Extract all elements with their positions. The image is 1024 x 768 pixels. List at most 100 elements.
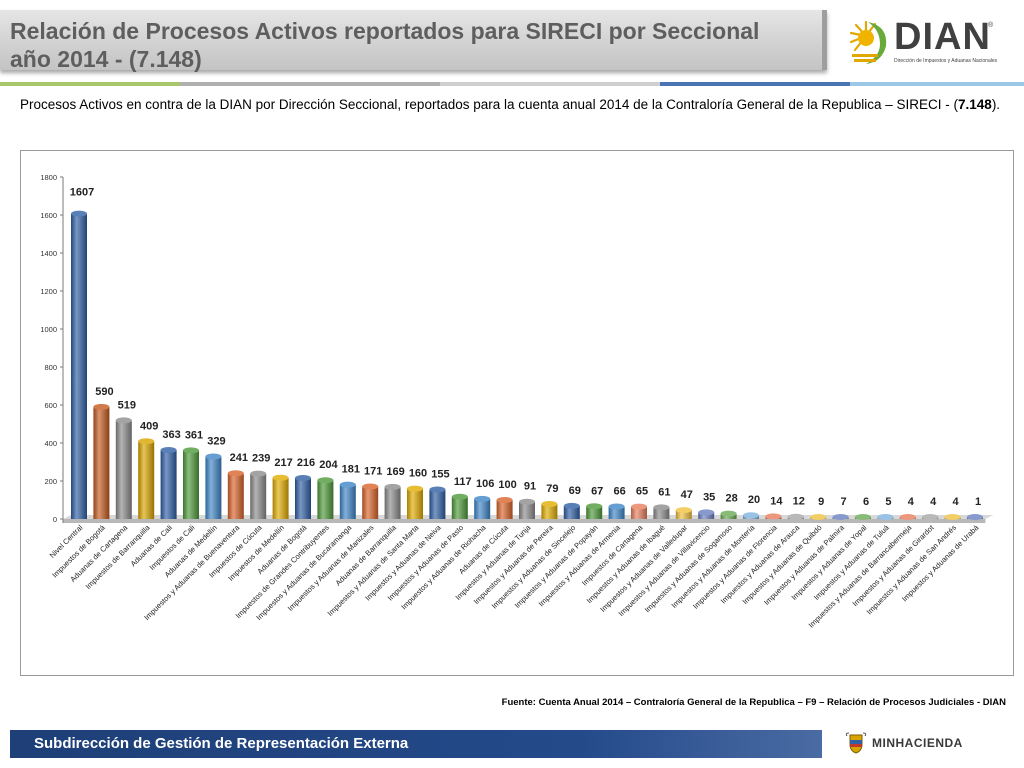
data-label: 4: [953, 496, 960, 508]
data-label: 181: [342, 464, 360, 476]
bar: [384, 486, 401, 519]
bar-cap: [272, 474, 289, 481]
data-label: 217: [274, 457, 292, 469]
minhacienda-text: MINHACIENDA: [872, 736, 963, 750]
bar-cap: [205, 453, 222, 460]
data-label: 171: [364, 466, 382, 478]
y-tick-label: 400: [44, 439, 57, 448]
bar: [608, 506, 625, 519]
y-tick-label: 1400: [40, 249, 57, 258]
bar: [429, 489, 446, 519]
bar-cap: [675, 507, 692, 514]
data-label: 12: [793, 496, 805, 508]
data-label: 1: [975, 496, 981, 508]
bar: [295, 477, 311, 519]
bar: [407, 488, 423, 519]
y-tick-label: 1000: [40, 325, 57, 334]
bar-cap: [138, 438, 155, 445]
data-label: 160: [409, 468, 427, 480]
bar-cap: [787, 513, 804, 520]
data-label: 363: [162, 429, 180, 441]
bar-cap: [384, 483, 401, 490]
description-text: Procesos Activos en contra de la DIAN po…: [20, 96, 1004, 114]
bar-chart: 0200400600800100012001400160018001607Niv…: [40, 173, 994, 630]
data-label: 28: [725, 493, 737, 505]
data-label: 155: [431, 469, 449, 481]
bar-cap: [922, 514, 939, 520]
bar-cap: [586, 503, 603, 510]
logo-registered-mark: ®: [988, 22, 994, 29]
bar: [183, 450, 199, 519]
data-label: 5: [885, 496, 891, 508]
data-label: 66: [613, 485, 625, 497]
bar: [519, 501, 535, 519]
bar: [71, 213, 87, 520]
source-note: Fuente: Cuenta Anual 2014 – Contraloría …: [501, 697, 1006, 708]
data-label: 20: [748, 494, 760, 506]
chart-container: 0 200 400 600 800 1000 1200 1400 1600 1800 1607 Niv…: [20, 150, 1014, 676]
bar-cap: [115, 417, 132, 424]
bar: [339, 484, 356, 519]
logo-subtitle: Dirección de Impuestos y Aduanas Naciona…: [894, 58, 998, 64]
data-label: 67: [591, 485, 603, 497]
bar: [362, 486, 379, 519]
coat-of-arms-icon: [845, 732, 867, 754]
bar: [138, 441, 155, 519]
bar-cap: [720, 510, 737, 517]
bar-cap: [743, 512, 759, 519]
color-strip: [0, 82, 1024, 86]
data-label: 6: [863, 496, 869, 508]
bar-cap: [429, 486, 446, 493]
bar-cap: [227, 470, 244, 477]
bar-cap: [899, 514, 916, 520]
data-label: 79: [546, 483, 558, 495]
bar-cap: [93, 403, 110, 410]
data-label: 47: [681, 489, 693, 501]
strip-segment: [850, 82, 1024, 86]
bar-cap: [944, 514, 961, 520]
bar-cap: [250, 470, 267, 477]
bar-cap: [877, 514, 894, 520]
data-label: 241: [230, 452, 248, 464]
description-total: 7.148: [958, 97, 992, 112]
bar: [160, 450, 177, 519]
bar-cap: [451, 493, 468, 500]
data-label: 169: [386, 466, 404, 478]
bar-cap: [160, 447, 177, 454]
data-label: 117: [454, 476, 472, 488]
minhacienda-logo: MINHACIENDA: [842, 730, 992, 756]
page-title-line2: año 2014 - (7.148): [10, 46, 202, 72]
data-label: 329: [207, 435, 225, 447]
bar: [317, 480, 334, 519]
page-title: Relación de Procesos Activos reportados …: [10, 18, 760, 44]
bar-cap: [855, 514, 871, 520]
bar: [115, 420, 132, 519]
y-tick-label: 800: [44, 363, 57, 372]
bar-cap: [71, 210, 87, 217]
bar: [586, 506, 603, 519]
strip-segment: [440, 82, 660, 86]
data-label: 61: [658, 486, 670, 498]
data-label: 1607: [70, 187, 94, 199]
bar-cap: [608, 503, 625, 510]
bar: [675, 510, 692, 519]
bar: [205, 456, 222, 519]
data-label: 69: [569, 485, 581, 497]
bar: [541, 503, 558, 519]
footer-bar: Subdirección de Gestión de Representació…: [10, 730, 822, 758]
data-label: 361: [185, 429, 203, 441]
y-tick-label: 1200: [40, 287, 57, 296]
sun-icon: [849, 20, 887, 64]
bar: [272, 477, 289, 519]
bar-cap: [183, 447, 199, 454]
y-tick-label: 1600: [40, 211, 57, 220]
bar-cap: [519, 498, 535, 505]
bar-cap: [653, 504, 670, 511]
logo-text: DIAN: [894, 16, 991, 58]
bar: [250, 473, 267, 519]
bar-cap: [631, 503, 647, 510]
bar-cap: [967, 514, 983, 520]
bar: [496, 500, 513, 519]
data-label: 35: [703, 491, 715, 503]
bar-cap: [496, 497, 513, 503]
